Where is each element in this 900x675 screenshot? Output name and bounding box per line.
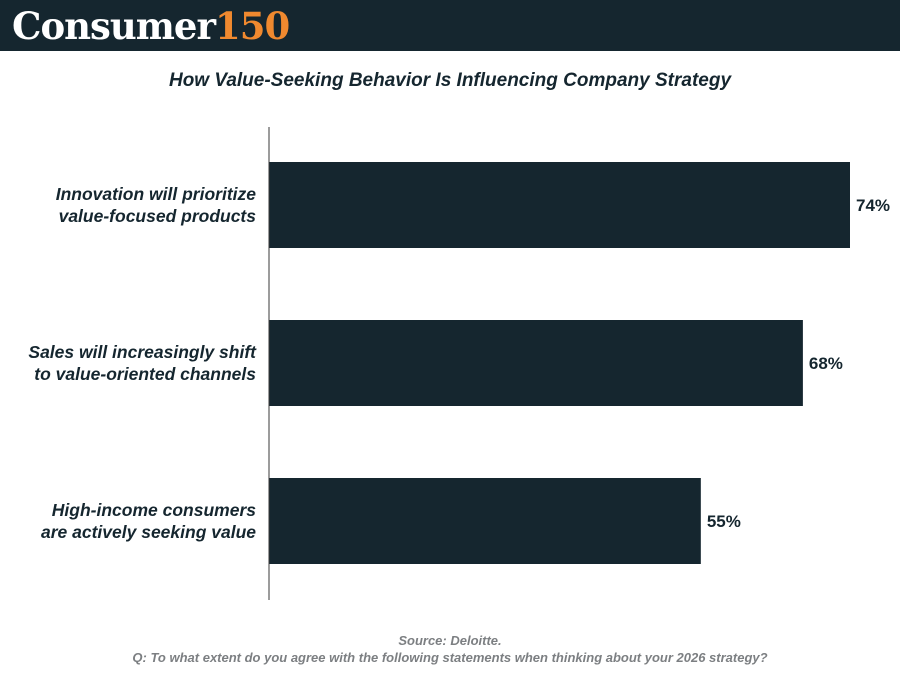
bar-2 — [269, 320, 803, 406]
category-label-3-line-1: High-income consumers — [52, 500, 256, 520]
brand-logo-word: Consumer — [12, 4, 216, 48]
header-bar: Consumer150 — [0, 0, 900, 51]
chart-footer: Source: Deloitte. Q: To what extent do y… — [0, 632, 900, 666]
value-label-1: 74% — [856, 196, 890, 215]
bar-1 — [269, 162, 850, 248]
chart-title: How Value-Seeking Behavior Is Influencin… — [168, 70, 732, 91]
survey-question-note: Q: To what extent do you agree with the … — [132, 650, 768, 665]
value-label-3: 55% — [707, 512, 741, 531]
source-note: Source: Deloitte. — [398, 633, 502, 648]
category-label-1-line-1: Innovation will prioritize — [56, 184, 257, 204]
category-label-3-line-2: are actively seeking value — [41, 522, 256, 542]
category-label-1-line-2: value-focused products — [59, 206, 257, 226]
value-label-2: 68% — [809, 354, 843, 373]
category-label-2-line-1: Sales will increasingly shift — [28, 342, 257, 362]
bar-3 — [269, 478, 701, 564]
category-label-2-line-2: to value-oriented channels — [34, 364, 256, 384]
brand-logo-number: 150 — [214, 4, 290, 48]
brand-logo: Consumer150 — [12, 4, 290, 48]
